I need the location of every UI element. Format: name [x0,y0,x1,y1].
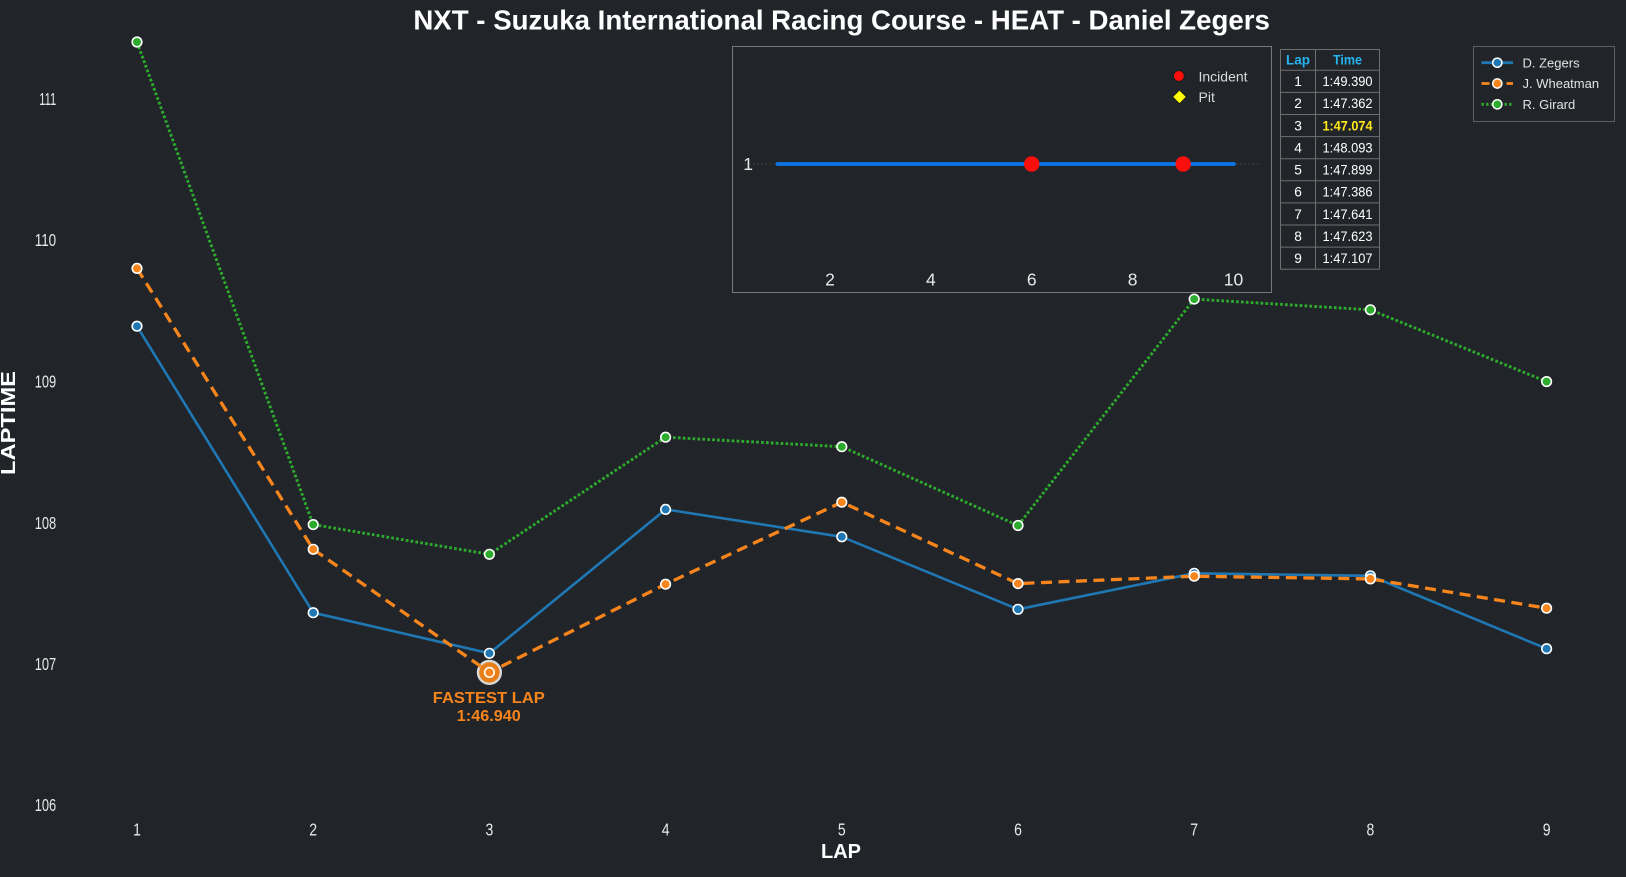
svg-text:2: 2 [825,270,835,290]
svg-text:5: 5 [1294,163,1302,178]
svg-text:3: 3 [1294,118,1302,133]
svg-text:1: 1 [133,820,141,840]
svg-text:108: 108 [35,513,57,533]
svg-text:4: 4 [926,270,936,290]
svg-text:D. Zegers: D. Zegers [1523,55,1581,70]
svg-text:Lap: Lap [1286,53,1310,68]
svg-text:1:48.093: 1:48.093 [1323,141,1373,156]
svg-text:Incident: Incident [1199,68,1248,84]
svg-text:FASTEST LAP: FASTEST LAP [433,690,545,707]
svg-text:4: 4 [662,820,670,840]
svg-text:7: 7 [1294,207,1302,222]
svg-text:NXT - Suzuka International Rac: NXT - Suzuka International Racing Course… [413,5,1270,36]
svg-text:109: 109 [35,372,57,392]
svg-text:LAPTIME: LAPTIME [0,371,20,475]
svg-text:9: 9 [1294,251,1302,266]
svg-text:1:47.107: 1:47.107 [1323,251,1373,266]
svg-text:1:47.074: 1:47.074 [1323,118,1373,133]
svg-text:1:47.623: 1:47.623 [1323,229,1373,244]
svg-text:3: 3 [486,820,494,840]
svg-text:8: 8 [1128,270,1138,290]
svg-text:1:46.940: 1:46.940 [457,708,521,725]
svg-text:10: 10 [1224,270,1244,290]
svg-text:110: 110 [35,230,57,250]
svg-text:1: 1 [1294,74,1302,89]
svg-text:107: 107 [35,654,57,674]
svg-text:Time: Time [1333,53,1362,68]
svg-text:5: 5 [838,820,846,840]
svg-text:LAP: LAP [821,841,861,863]
svg-text:6: 6 [1014,820,1022,840]
svg-text:1:47.641: 1:47.641 [1323,207,1373,222]
svg-text:R. Girard: R. Girard [1523,97,1576,112]
svg-text:8: 8 [1294,229,1302,244]
svg-text:1:47.386: 1:47.386 [1323,185,1373,200]
svg-text:2: 2 [1294,96,1302,111]
svg-text:7: 7 [1190,820,1198,840]
svg-text:111: 111 [39,89,56,109]
svg-text:6: 6 [1294,185,1302,200]
svg-text:6: 6 [1027,270,1037,290]
svg-text:8: 8 [1367,820,1375,840]
svg-text:106: 106 [35,795,57,815]
svg-text:1:49.390: 1:49.390 [1323,74,1373,89]
svg-text:1:47.362: 1:47.362 [1323,96,1373,111]
svg-text:1:47.899: 1:47.899 [1323,163,1373,178]
svg-text:2: 2 [309,820,317,840]
svg-text:J. Wheatman: J. Wheatman [1523,76,1600,91]
svg-text:1: 1 [743,154,753,174]
svg-text:9: 9 [1543,820,1551,840]
svg-text:4: 4 [1294,141,1302,156]
svg-text:Pit: Pit [1199,89,1215,105]
